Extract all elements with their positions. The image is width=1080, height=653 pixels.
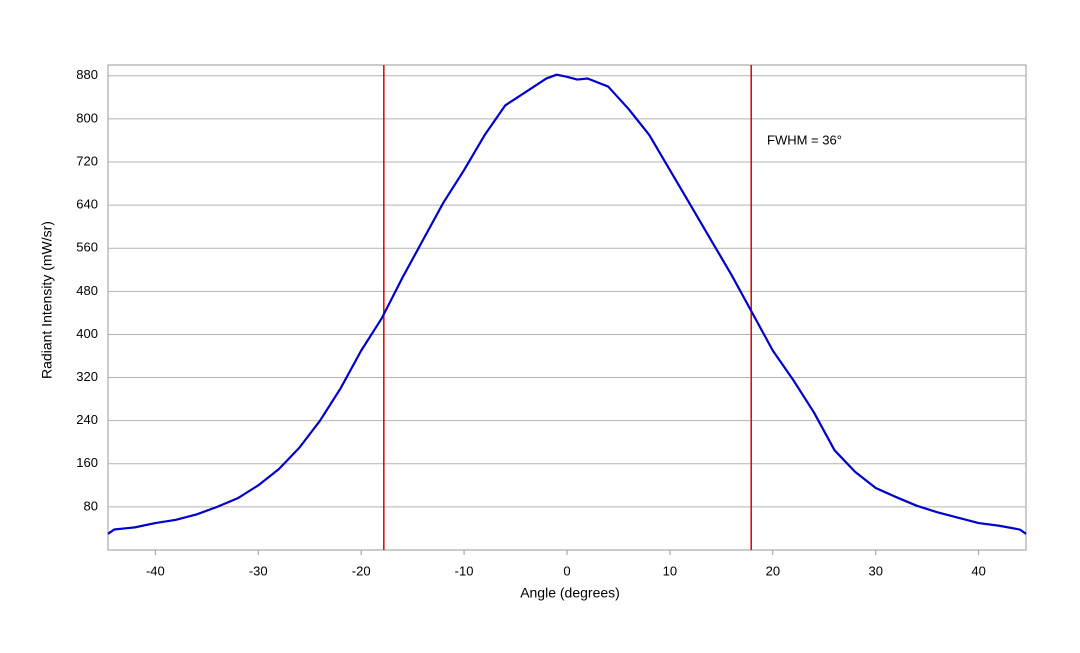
x-tick-label: 40: [971, 563, 985, 578]
x-tick-label: -20: [352, 563, 371, 578]
y-tick-label: 320: [76, 369, 98, 384]
x-tick-label: -40: [146, 563, 165, 578]
x-tick-label: -30: [249, 563, 268, 578]
y-tick-label: 160: [76, 455, 98, 470]
x-tick-label: 30: [869, 563, 883, 578]
y-tick-label: 80: [84, 498, 98, 513]
y-tick-label: 640: [76, 197, 98, 212]
x-axis-label: Angle (degrees): [520, 585, 620, 601]
plot-frame: [107, 64, 1027, 551]
annotation: FWHM = 36°: [767, 132, 842, 147]
y-tick-label: 800: [76, 110, 98, 125]
data-line: [107, 73, 1027, 535]
y-axis-label: Radiant Intensity (mW/sr): [39, 221, 55, 379]
x-tick-label: 10: [663, 563, 677, 578]
y-tick-label: 480: [76, 283, 98, 298]
x-tick-label: -10: [455, 563, 474, 578]
y-tick-label: 560: [76, 240, 98, 255]
x-tick-label: 0: [563, 563, 570, 578]
y-tick-label: 240: [76, 412, 98, 427]
y-tick-label: 400: [76, 326, 98, 341]
y-tick-label: 720: [76, 153, 98, 168]
y-tick-label: 880: [76, 67, 98, 82]
x-tick-label: 20: [766, 563, 780, 578]
